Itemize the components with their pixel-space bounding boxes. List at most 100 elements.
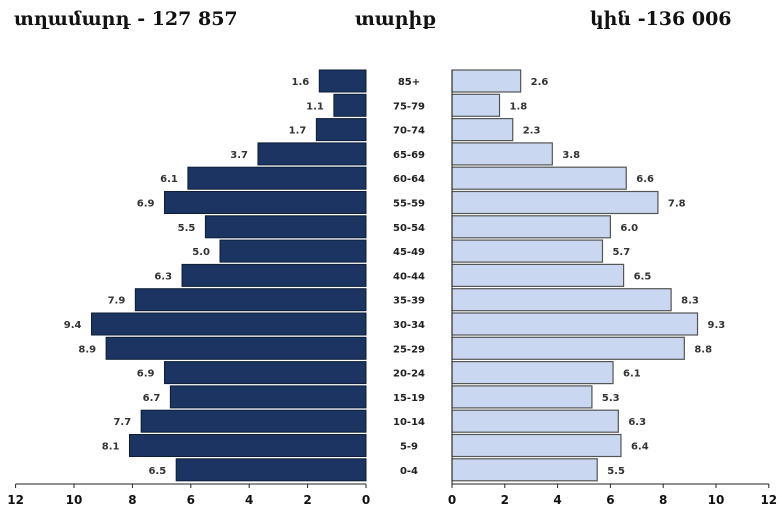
female-bar — [451, 263, 625, 287]
male-x-tick-label: 10 — [66, 493, 83, 507]
male-total-header: տղամարդ - 127 857 — [14, 8, 238, 30]
female-x-tick-label: 4 — [553, 493, 561, 507]
female-value-label: 8.8 — [694, 344, 712, 355]
age-group-label: 85+ — [398, 77, 420, 88]
age-group-label: 75-79 — [393, 101, 425, 112]
age-group-label: 70-74 — [393, 126, 425, 137]
male-bar — [181, 263, 367, 287]
male-value-label: 1.6 — [292, 77, 310, 88]
age-group-label: 20-24 — [393, 369, 425, 380]
male-value-label: 6.7 — [143, 393, 161, 404]
male-value-label: 6.9 — [137, 369, 155, 380]
female-bar — [451, 312, 699, 336]
female-value-label: 5.3 — [602, 393, 620, 404]
male-x-tick-label: 8 — [128, 493, 136, 507]
female-bar — [451, 433, 622, 458]
male-value-label: 6.3 — [154, 271, 172, 282]
age-group-label: 15-19 — [393, 393, 425, 404]
female-value-label: 7.8 — [668, 199, 686, 210]
female-x-tick-label: 0 — [448, 493, 456, 507]
female-bar — [451, 190, 659, 215]
female-total-header: կին -136 006 — [590, 8, 732, 30]
male-bar — [128, 434, 367, 457]
female-bar — [451, 288, 672, 312]
female-value-label: 6.0 — [620, 223, 638, 234]
male-value-label: 5.5 — [178, 223, 196, 234]
female-value-label: 3.8 — [562, 150, 580, 161]
male-bar — [204, 215, 367, 239]
female-bar — [451, 239, 604, 263]
male-x-tick-label: 2 — [303, 493, 311, 507]
male-x-tick-label: 6 — [187, 493, 195, 507]
male-value-label: 1.1 — [306, 101, 324, 112]
age-group-label: 65-69 — [393, 150, 425, 161]
female-bar — [451, 336, 685, 360]
male-x-tick-label: 0 — [362, 493, 370, 507]
male-value-label: 1.7 — [289, 126, 307, 137]
male-value-label: 3.7 — [230, 150, 248, 161]
female-x-tick-label: 2 — [501, 493, 509, 507]
female-bar — [451, 458, 598, 482]
age-header: տարիք — [355, 8, 437, 30]
male-value-label: 7.7 — [113, 417, 131, 428]
male-bar — [169, 385, 367, 409]
male-value-label: 7.9 — [108, 296, 126, 307]
age-group-label: 35-39 — [393, 296, 425, 307]
female-value-label: 9.3 — [708, 320, 726, 331]
male-bar — [175, 458, 367, 482]
female-value-label: 2.6 — [531, 77, 549, 88]
age-group-label: 50-54 — [393, 223, 425, 234]
age-group-label: 40-44 — [393, 271, 425, 282]
age-group-label: 0-4 — [400, 466, 418, 477]
female-x-tick-label: 12 — [760, 493, 777, 507]
female-x-tick-label: 6 — [606, 493, 614, 507]
female-value-label: 6.1 — [623, 369, 641, 380]
male-bar — [333, 93, 367, 117]
female-value-label: 8.3 — [681, 296, 699, 307]
male-bar — [164, 191, 367, 214]
female-bar — [451, 142, 553, 166]
female-value-label: 6.5 — [634, 271, 652, 282]
female-value-label: 6.3 — [628, 417, 646, 428]
age-group-label: 60-64 — [393, 174, 425, 185]
male-value-label: 8.9 — [78, 344, 96, 355]
male-bar — [164, 361, 367, 385]
male-value-label: 5.0 — [192, 247, 210, 258]
female-x-tick-label: 8 — [659, 493, 667, 507]
male-bar — [315, 118, 367, 142]
female-bar — [451, 215, 611, 239]
male-value-label: 6.5 — [148, 466, 166, 477]
male-bar — [187, 166, 367, 190]
age-group-label: 10-14 — [393, 417, 425, 428]
female-value-label: 2.3 — [523, 126, 541, 137]
age-group-label: 45-49 — [393, 247, 425, 258]
male-value-label: 8.1 — [102, 442, 120, 453]
male-x-tick-label: 12 — [7, 493, 24, 507]
male-bar — [134, 288, 367, 312]
female-bar — [451, 69, 522, 93]
male-bar — [105, 336, 367, 360]
male-value-label: 6.9 — [137, 199, 155, 210]
age-group-label: 25-29 — [393, 344, 425, 355]
female-bar — [451, 166, 627, 190]
male-x-tick-label: 4 — [245, 493, 253, 507]
male-bar — [219, 239, 367, 263]
age-group-label: 5-9 — [400, 442, 418, 453]
male-value-label: 6.1 — [160, 174, 178, 185]
female-value-label: 6.4 — [631, 442, 649, 453]
female-bar — [451, 385, 593, 409]
female-bar — [451, 361, 614, 385]
female-value-label: 5.7 — [612, 247, 630, 258]
female-bar — [451, 409, 619, 433]
female-value-label: 1.8 — [510, 101, 528, 112]
female-value-label: 6.6 — [636, 174, 654, 185]
male-bar — [257, 142, 367, 166]
female-x-tick-label: 10 — [708, 493, 725, 507]
age-group-label: 30-34 — [393, 320, 425, 331]
male-bar — [140, 409, 367, 433]
age-group-label: 55-59 — [393, 199, 425, 210]
female-bar — [451, 117, 514, 142]
male-bar — [91, 312, 367, 336]
male-value-label: 9.4 — [64, 320, 82, 331]
